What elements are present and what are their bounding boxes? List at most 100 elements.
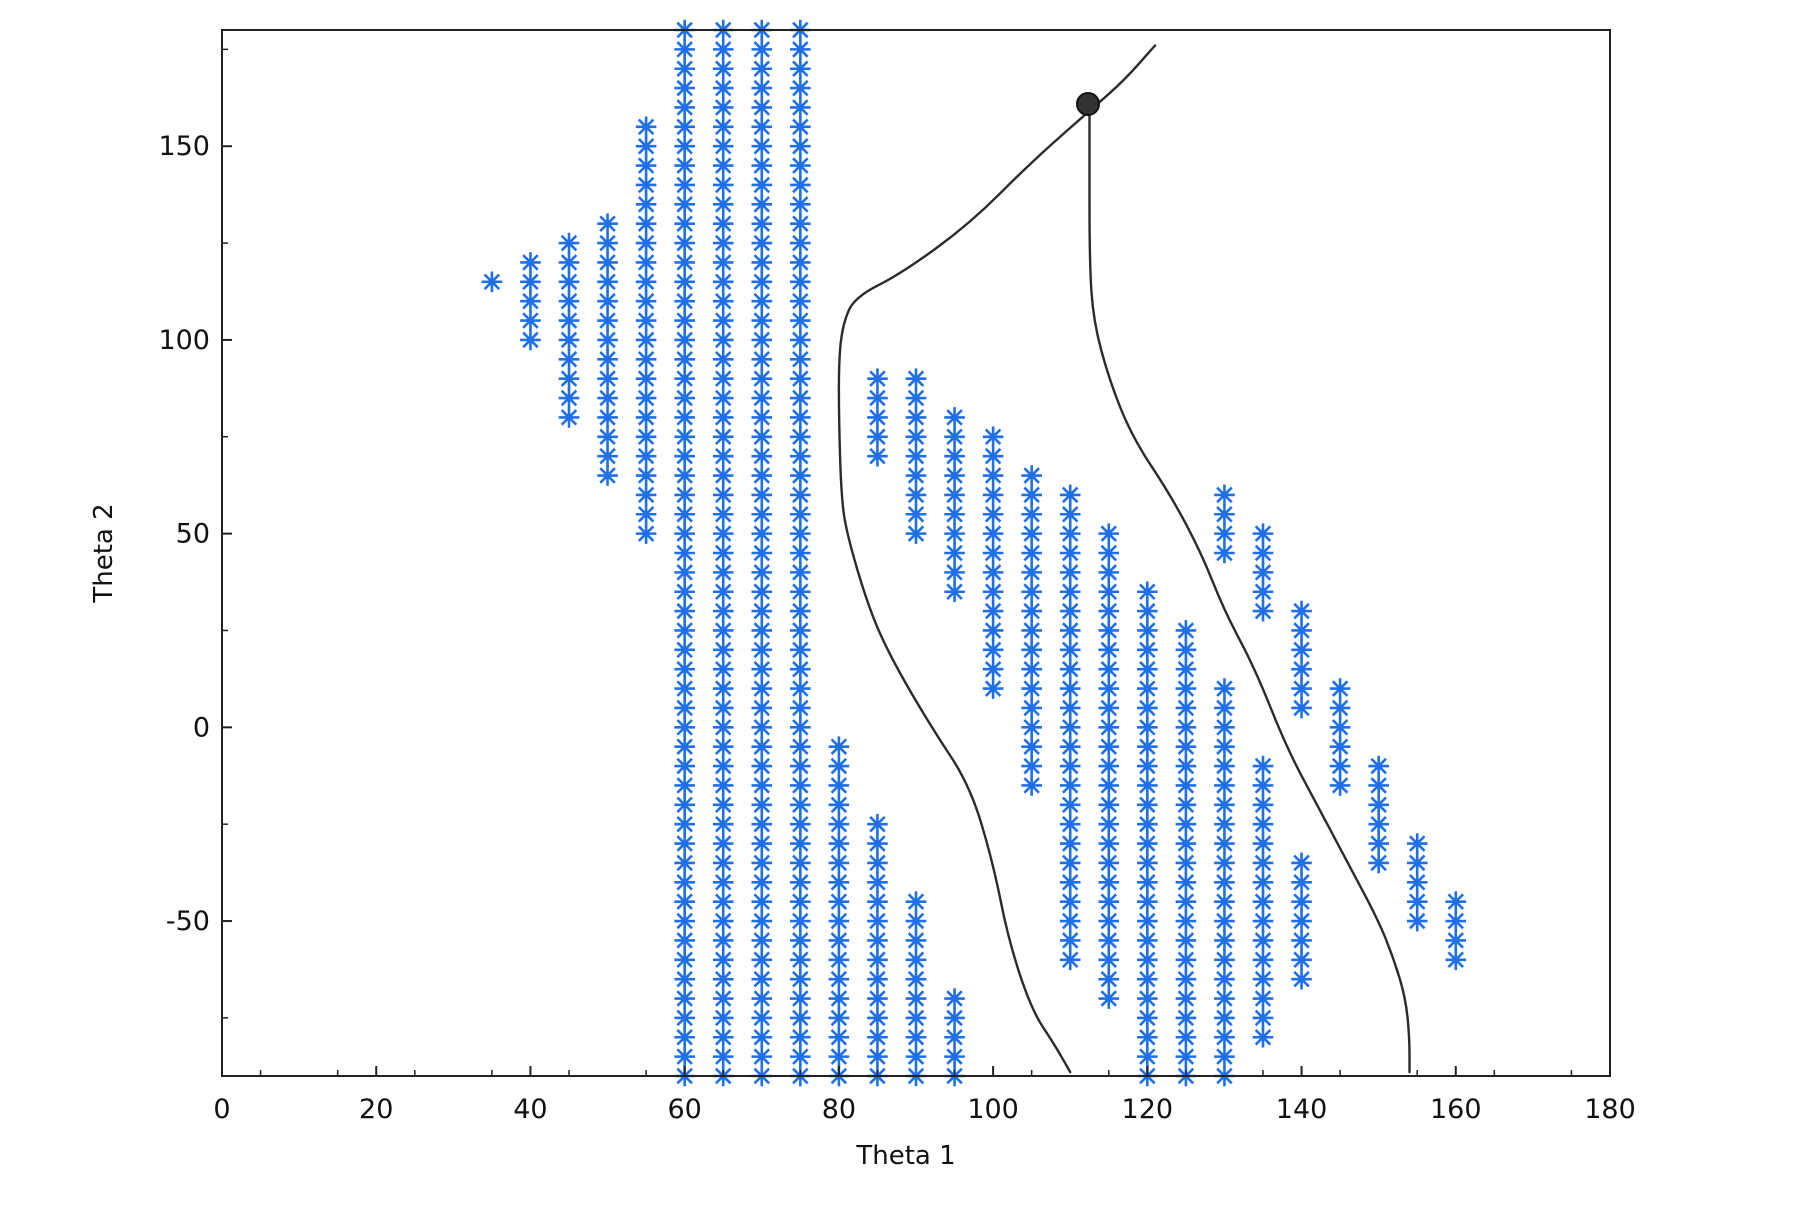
data-point [982, 503, 1004, 525]
data-point [1137, 910, 1158, 932]
data-point [751, 407, 773, 428]
data-point [1175, 736, 1197, 758]
data-point [1059, 639, 1081, 661]
data-point [674, 271, 695, 293]
data-point [790, 232, 811, 254]
data-point [1175, 871, 1197, 893]
data-point [751, 310, 773, 331]
data-point [1175, 697, 1197, 719]
data-point [751, 562, 773, 583]
data-point [674, 678, 695, 699]
data-point [1059, 620, 1081, 641]
data-point [1021, 562, 1042, 583]
data-point [751, 348, 773, 370]
data-point [1059, 581, 1081, 603]
data-point [1175, 891, 1197, 912]
data-point [1445, 949, 1467, 971]
data-point [828, 1026, 850, 1048]
data-point [1406, 891, 1428, 912]
data-point [674, 484, 695, 506]
data-point [1329, 775, 1351, 796]
data-point [674, 503, 695, 525]
data-point [712, 174, 734, 196]
data-point [1098, 988, 1120, 1009]
data-point [674, 310, 695, 331]
curve-junction-knot [1076, 92, 1100, 116]
data-point [1291, 968, 1312, 990]
data-point [635, 194, 657, 215]
data-point [944, 503, 965, 525]
data-point [674, 523, 695, 544]
data-point [712, 1046, 734, 1067]
data-point [1175, 755, 1197, 777]
data-point [1098, 620, 1120, 641]
data-point [712, 155, 734, 176]
data-point [712, 775, 734, 796]
data-point [674, 542, 695, 564]
data-point [944, 465, 965, 486]
data-point [1214, 775, 1235, 796]
data-point [1137, 949, 1158, 971]
data-point [1098, 600, 1120, 622]
data-point [1021, 678, 1042, 699]
data-point [712, 523, 734, 544]
data-point [790, 620, 811, 641]
data-point [1059, 697, 1081, 719]
data-point [828, 949, 850, 971]
data-point [1214, 717, 1235, 738]
data-point [712, 620, 734, 641]
data-point [1098, 523, 1120, 544]
data-point [1059, 891, 1081, 912]
data-point [1291, 871, 1312, 893]
data-point [1175, 813, 1197, 835]
data-point [867, 368, 888, 389]
data-point [712, 271, 734, 293]
data-point [790, 678, 811, 699]
data-point [1214, 1046, 1235, 1067]
data-point [712, 290, 734, 312]
data-point [944, 1007, 965, 1029]
data-point [751, 39, 773, 60]
data-point [828, 1046, 850, 1067]
data-point [1137, 1007, 1158, 1029]
data-point [944, 445, 965, 467]
data-point [597, 213, 618, 235]
data-point [597, 348, 618, 370]
data-point [1137, 775, 1158, 796]
data-point [1214, 833, 1235, 854]
data-point [1252, 871, 1274, 893]
data-point [1291, 600, 1312, 622]
data-point [790, 581, 811, 603]
data-point [1098, 775, 1120, 796]
data-point [597, 407, 618, 428]
data-point [1137, 717, 1158, 738]
data-point [867, 968, 888, 990]
data-point [674, 232, 695, 254]
data-point [982, 678, 1004, 699]
data-point [674, 697, 695, 719]
data-point [1175, 930, 1197, 951]
data-point [558, 368, 580, 389]
data-point [597, 310, 618, 331]
data-point [1329, 678, 1351, 699]
data-point [1021, 620, 1042, 641]
data-point [1059, 813, 1081, 835]
data-point [1252, 930, 1274, 951]
data-point [751, 213, 773, 235]
data-point [674, 968, 695, 990]
y-tick-label: 50 [176, 519, 210, 550]
data-point [751, 1026, 773, 1048]
data-point [712, 329, 734, 351]
data-point [558, 348, 580, 370]
data-point [712, 213, 734, 235]
data-point [1175, 794, 1197, 816]
data-point [1098, 562, 1120, 583]
data-point [674, 1046, 695, 1067]
data-point [790, 600, 811, 622]
data-point [751, 697, 773, 719]
data-point [1059, 910, 1081, 932]
data-point [751, 910, 773, 932]
data-point [751, 503, 773, 525]
data-point [1098, 581, 1120, 603]
data-point [1059, 833, 1081, 854]
